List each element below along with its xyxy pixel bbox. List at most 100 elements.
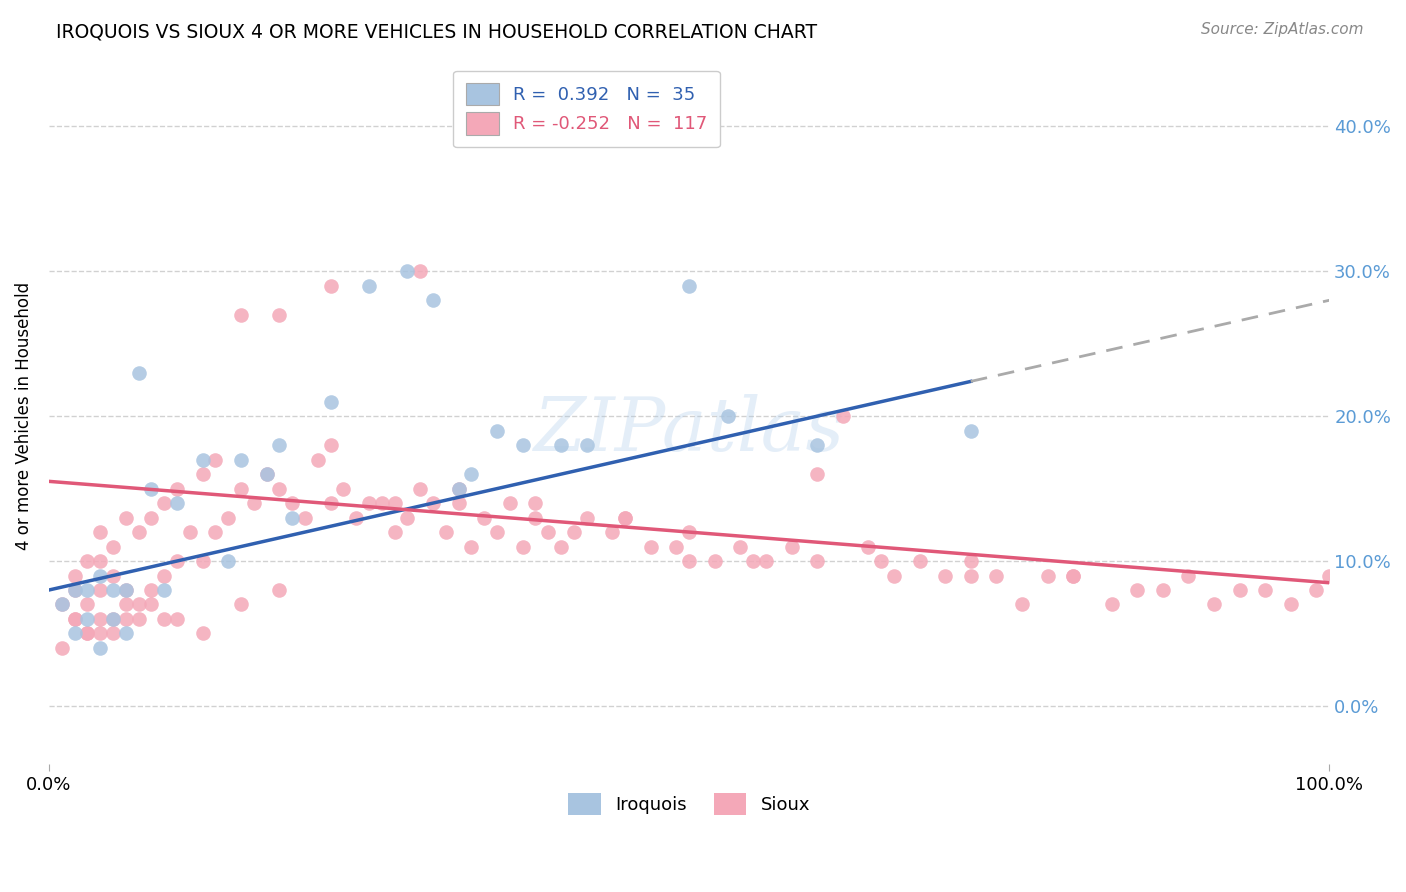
- Point: [959, 424, 981, 438]
- Point: [550, 438, 572, 452]
- Point: [229, 308, 252, 322]
- Point: [614, 510, 637, 524]
- Point: [51, 640, 73, 655]
- Point: [76, 626, 98, 640]
- Point: [166, 482, 188, 496]
- Point: [959, 568, 981, 582]
- Point: [422, 496, 444, 510]
- Point: [730, 540, 752, 554]
- Point: [524, 496, 547, 510]
- Point: [858, 540, 880, 554]
- Point: [409, 482, 432, 496]
- Text: Source: ZipAtlas.com: Source: ZipAtlas.com: [1201, 22, 1364, 37]
- Legend: Iroquois, Sioux: Iroquois, Sioux: [560, 784, 820, 824]
- Point: [101, 568, 124, 582]
- Point: [780, 540, 803, 554]
- Point: [806, 438, 828, 452]
- Point: [51, 598, 73, 612]
- Point: [229, 452, 252, 467]
- Point: [63, 612, 86, 626]
- Point: [128, 612, 150, 626]
- Point: [269, 308, 291, 322]
- Point: [128, 598, 150, 612]
- Point: [114, 510, 136, 524]
- Point: [575, 438, 598, 452]
- Point: [1229, 582, 1251, 597]
- Point: [562, 524, 585, 539]
- Point: [76, 626, 98, 640]
- Point: [63, 582, 86, 597]
- Point: [114, 582, 136, 597]
- Point: [128, 366, 150, 380]
- Point: [396, 510, 419, 524]
- Point: [524, 510, 547, 524]
- Point: [89, 554, 111, 568]
- Point: [1305, 582, 1327, 597]
- Point: [537, 524, 560, 539]
- Point: [153, 568, 176, 582]
- Point: [294, 510, 316, 524]
- Point: [806, 554, 828, 568]
- Point: [319, 394, 342, 409]
- Point: [959, 554, 981, 568]
- Point: [281, 510, 304, 524]
- Point: [153, 612, 176, 626]
- Point: [512, 540, 534, 554]
- Point: [281, 496, 304, 510]
- Point: [1254, 582, 1277, 597]
- Point: [114, 582, 136, 597]
- Point: [89, 524, 111, 539]
- Point: [1152, 582, 1174, 597]
- Point: [460, 467, 482, 482]
- Point: [870, 554, 893, 568]
- Point: [256, 467, 278, 482]
- Point: [101, 612, 124, 626]
- Point: [76, 582, 98, 597]
- Point: [371, 496, 394, 510]
- Point: [742, 554, 765, 568]
- Point: [166, 496, 188, 510]
- Point: [384, 496, 406, 510]
- Point: [486, 424, 509, 438]
- Point: [447, 482, 470, 496]
- Point: [114, 612, 136, 626]
- Point: [153, 496, 176, 510]
- Point: [422, 293, 444, 308]
- Point: [243, 496, 266, 510]
- Point: [76, 612, 98, 626]
- Point: [600, 524, 623, 539]
- Point: [1062, 568, 1084, 582]
- Y-axis label: 4 or more Vehicles in Household: 4 or more Vehicles in Household: [15, 282, 32, 550]
- Point: [344, 510, 367, 524]
- Point: [575, 510, 598, 524]
- Point: [806, 467, 828, 482]
- Point: [166, 612, 188, 626]
- Point: [114, 626, 136, 640]
- Point: [614, 510, 637, 524]
- Point: [89, 640, 111, 655]
- Point: [986, 568, 1008, 582]
- Point: [114, 598, 136, 612]
- Point: [229, 598, 252, 612]
- Point: [191, 554, 214, 568]
- Text: ZIPatlas: ZIPatlas: [534, 394, 845, 467]
- Point: [191, 452, 214, 467]
- Point: [76, 554, 98, 568]
- Point: [1202, 598, 1225, 612]
- Point: [269, 582, 291, 597]
- Point: [128, 524, 150, 539]
- Point: [191, 467, 214, 482]
- Point: [678, 278, 700, 293]
- Point: [269, 438, 291, 452]
- Point: [1177, 568, 1199, 582]
- Point: [831, 409, 853, 424]
- Point: [357, 496, 380, 510]
- Point: [1011, 598, 1033, 612]
- Point: [384, 524, 406, 539]
- Point: [908, 554, 931, 568]
- Point: [101, 612, 124, 626]
- Point: [101, 582, 124, 597]
- Point: [396, 264, 419, 278]
- Point: [512, 438, 534, 452]
- Point: [486, 524, 509, 539]
